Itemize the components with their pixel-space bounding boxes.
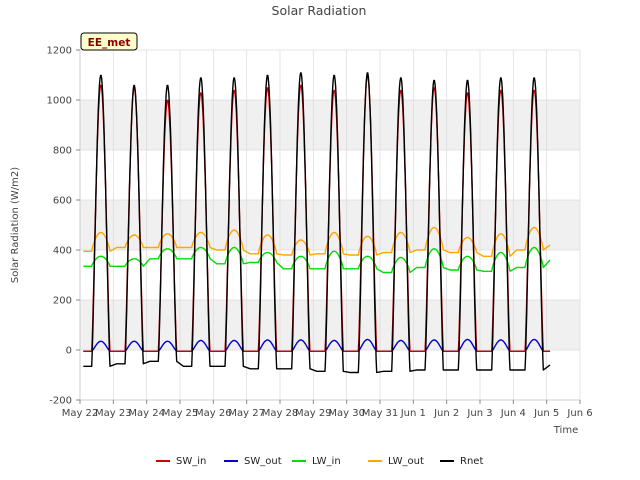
x-tick-label: Jun 3 bbox=[466, 408, 492, 419]
series-layer bbox=[83, 72, 551, 374]
x-tick-label: May 26 bbox=[195, 408, 232, 419]
series-line-rnet bbox=[83, 72, 551, 374]
plot-band bbox=[80, 200, 580, 250]
legend-label: LW_in bbox=[312, 456, 341, 467]
legend-label: SW_out bbox=[244, 456, 282, 467]
y-tick-label: 600 bbox=[53, 196, 72, 207]
plot-band bbox=[80, 50, 580, 100]
legend: SW_in SW_out LW_in LW_out Rnet bbox=[156, 456, 483, 467]
x-tick-label: May 31 bbox=[362, 408, 399, 419]
site-badge-label: EE_met bbox=[88, 37, 131, 49]
x-tick-label: May 30 bbox=[328, 408, 365, 419]
y-tick-label: 0 bbox=[66, 346, 72, 357]
x-tick-label: May 28 bbox=[262, 408, 299, 419]
y-tick-label: 200 bbox=[53, 296, 72, 307]
x-tick-label: Jun 5 bbox=[533, 408, 559, 419]
plot-band bbox=[80, 300, 580, 350]
legend-label: SW_in bbox=[176, 456, 206, 467]
plot-band bbox=[80, 350, 580, 400]
chart-title: Solar Radiation bbox=[272, 3, 367, 18]
x-tick-label: May 27 bbox=[228, 408, 265, 419]
y-axis-title: Solar Radiation (W/m2) bbox=[10, 167, 21, 283]
y-tick-label: 800 bbox=[53, 146, 72, 157]
axes bbox=[79, 50, 580, 401]
y-tick-label: 1000 bbox=[47, 96, 72, 107]
x-tick-label: May 29 bbox=[295, 408, 332, 419]
x-tick-label: May 23 bbox=[95, 408, 132, 419]
x-tick-label: Jun 4 bbox=[500, 408, 526, 419]
x-tick-label: May 22 bbox=[62, 408, 99, 419]
plot-background-bands bbox=[80, 50, 580, 400]
legend-label: Rnet bbox=[460, 456, 483, 467]
x-axis-title: Time bbox=[553, 425, 578, 436]
y-tick-label: 400 bbox=[53, 246, 72, 257]
x-tick-label: May 24 bbox=[128, 408, 165, 419]
x-tick-label: Jun 2 bbox=[433, 408, 459, 419]
y-tick-label: 1200 bbox=[47, 46, 72, 57]
legend-label: LW_out bbox=[388, 456, 424, 467]
y-axis-ticks: -200 0 200 400 600 800 1000 1200 bbox=[47, 46, 80, 407]
site-badge: EE_met bbox=[80, 32, 138, 51]
x-tick-label: Jun 1 bbox=[400, 408, 426, 419]
y-tick-label: -200 bbox=[49, 396, 72, 407]
x-tick-label: Jun 6 bbox=[566, 408, 592, 419]
x-tick-label: May 25 bbox=[162, 408, 199, 419]
site-badge-box bbox=[80, 32, 138, 51]
plot-band bbox=[80, 250, 580, 300]
